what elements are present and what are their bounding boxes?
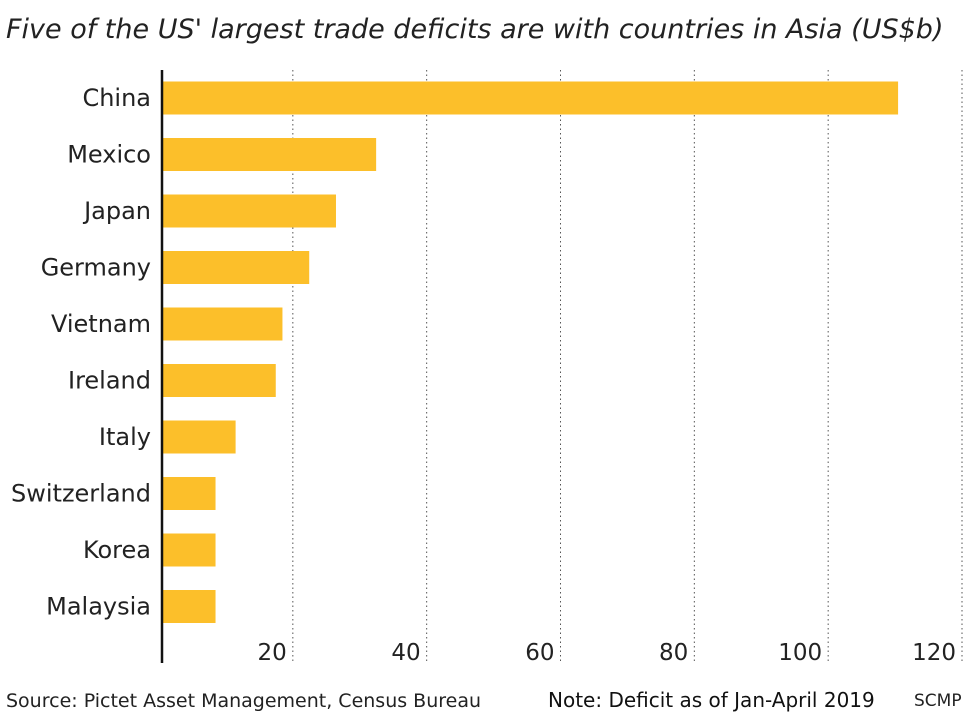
deficit-note: Note: Deficit as of Jan-April 2019 [548,688,875,712]
x-tick-labels: 20 40 60 80 100 120 [258,640,956,666]
bar [162,251,310,284]
chart-title: Five of the US' largest trade deficits a… [6,14,944,45]
category-label: Malaysia [46,593,151,621]
x-tick-label: 80 [659,640,688,666]
category-label: Japan [82,197,151,225]
bar [162,533,216,567]
bar [162,194,336,228]
bars [162,81,899,623]
bar [162,364,276,397]
bar [162,307,283,341]
x-tick-label: 100 [778,640,822,666]
source-note: Source: Pictet Asset Management, Census … [6,690,482,712]
bar [162,590,216,623]
x-tick-label: 40 [391,640,420,666]
category-label: China [82,84,151,112]
bar [162,420,236,454]
grid-lines [292,70,963,663]
category-label: Vietnam [51,310,151,338]
x-tick-label: 120 [912,640,956,666]
category-label: Germany [41,254,151,282]
publisher-credit: SCMP [914,691,962,711]
x-tick-label: 20 [258,640,287,666]
category-label: Switzerland [11,480,151,508]
category-label: Mexico [67,141,151,169]
bar [162,477,216,510]
bar [162,138,377,171]
category-labels: China Mexico Japan Germany Vietnam Ireland Ita… [11,84,151,621]
x-tick-label: 60 [525,640,554,666]
bar [162,81,899,115]
category-label: Korea [83,536,151,564]
category-label: Italy [99,423,151,451]
category-label: Ireland [68,367,151,395]
